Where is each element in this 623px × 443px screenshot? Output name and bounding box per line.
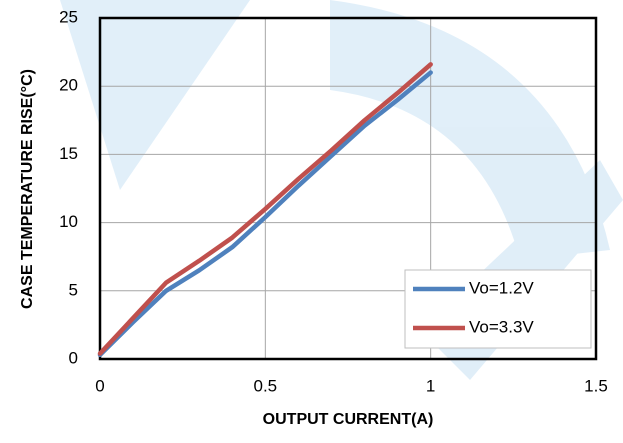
- x-tick-label: 0: [95, 376, 104, 395]
- x-axis-title: OUTPUT CURRENT(A): [263, 411, 434, 428]
- x-tick-label: 0.5: [254, 376, 278, 395]
- legend-label: Vo=3.3V: [469, 317, 534, 336]
- series-line: [97, 70, 433, 358]
- y-tick-label: 5: [69, 280, 78, 299]
- y-axis-title: CASE TEMPERATURE RISE(°C): [19, 69, 36, 309]
- y-tick-label: 0: [69, 348, 78, 367]
- legend-label: Vo=1.2V: [469, 278, 534, 297]
- plot-border: [98, 16, 598, 361]
- x-tick-label: 1.5: [584, 376, 608, 395]
- y-tick-label: 10: [59, 212, 78, 231]
- y-tick-label: 15: [59, 144, 78, 163]
- y-tick-label: 20: [59, 76, 78, 95]
- y-tick-label: 25: [59, 7, 78, 26]
- x-tick-label: 1: [426, 376, 435, 395]
- legend-box: [404, 269, 592, 349]
- series-line: [97, 62, 433, 356]
